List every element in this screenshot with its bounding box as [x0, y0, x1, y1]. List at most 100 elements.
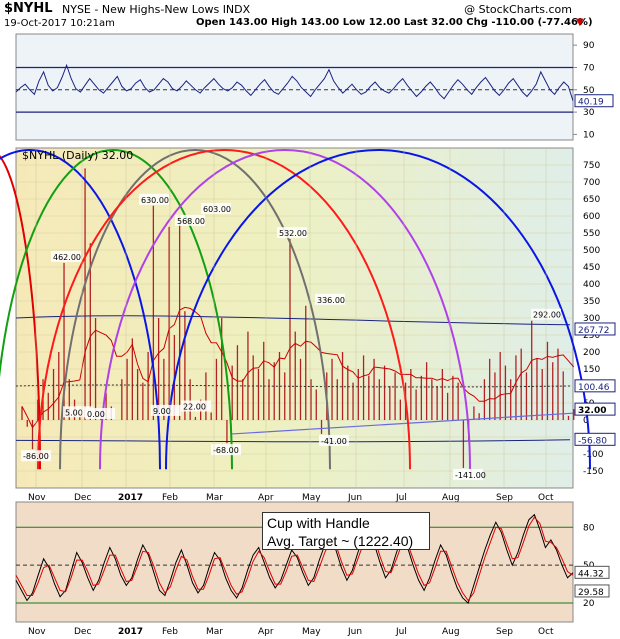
- osc-x-label: Oct: [538, 627, 554, 637]
- main-tick-label: -150: [583, 467, 604, 477]
- osc-x-label: Aug: [442, 627, 460, 637]
- rsi-tick-label: 90: [583, 41, 595, 51]
- main-tick-label: 0: [583, 416, 589, 426]
- main-tick-label: 300: [583, 314, 600, 324]
- main-tick-label: 500: [583, 246, 600, 256]
- main-x-label: 2017: [118, 493, 143, 503]
- data-label-bg: [315, 293, 345, 305]
- osc-tick-label: 80: [583, 523, 595, 533]
- cycle-arc-green: [0, 149, 233, 470]
- main-panel-label: $NYHL (Daily) 32.00: [22, 149, 134, 162]
- price-label: 100.46: [578, 383, 610, 393]
- main-x-label: Apr: [258, 493, 274, 503]
- data-label: 9.00: [153, 407, 171, 416]
- data-label-bg: [319, 434, 349, 446]
- rsi-tick-label: 10: [583, 130, 595, 140]
- osc-line: [15, 513, 574, 605]
- price-label-box: [574, 432, 616, 446]
- osc-x-label: May: [302, 627, 321, 637]
- main-tick-label: 250: [583, 331, 600, 341]
- main-tick-label: 600: [583, 212, 600, 222]
- osc-x-label: Feb: [162, 627, 178, 637]
- main-x-label: Jul: [395, 493, 407, 503]
- main-tick-label: 200: [583, 348, 600, 358]
- rsi-tick-label: 50: [583, 86, 595, 96]
- osc-x-label: Sep: [496, 627, 513, 637]
- data-label: -141.00: [455, 471, 486, 480]
- cycle-arc-blue-2: [165, 149, 591, 470]
- data-label: 462.00: [53, 253, 81, 262]
- annotation-line-1: Cup with Handle: [267, 515, 370, 531]
- brand-label: @ StockCharts.com: [464, 3, 572, 16]
- cycle-arc-violet: [99, 149, 471, 470]
- price-label-box: [574, 402, 616, 416]
- osc-last-box: [574, 584, 610, 598]
- rsi-line: [15, 63, 574, 102]
- price-label: -56.80: [578, 436, 607, 446]
- chart-symbol: $NYHL: [4, 1, 53, 16]
- price-label-box: [574, 322, 616, 336]
- data-label-bg: [453, 468, 483, 480]
- main-tick-label: 550: [583, 229, 600, 239]
- chart-name: NYSE - New Highs-New Lows INDX: [62, 3, 251, 16]
- upper-envelope-line: [15, 315, 571, 326]
- osc-last-value: 29.58: [578, 588, 604, 598]
- main-x-label: Jun: [347, 493, 362, 503]
- osc-last-value: 44.32: [578, 569, 604, 579]
- timestamp: 19-Oct-2017 10:21am: [4, 18, 115, 29]
- rsi-tick-label: 70: [583, 63, 595, 73]
- cup-handle-annotation: Cup with Handle Avg. Target ~ (1222.40): [262, 512, 430, 550]
- main-tick-label: 350: [583, 297, 600, 307]
- data-label: 5.00: [65, 408, 83, 417]
- data-label-bg: [181, 400, 211, 412]
- main-tick-label: 450: [583, 263, 600, 273]
- osc-x-label: Jun: [347, 627, 362, 637]
- osc-x-label: Mar: [206, 627, 223, 637]
- main-x-label: Oct: [538, 493, 554, 503]
- osc-x-label: Dec: [74, 627, 91, 637]
- data-label-bg: [139, 193, 169, 205]
- cycle-arc-red-2: [37, 149, 411, 470]
- osc-tick-label: 20: [583, 599, 595, 609]
- data-label: 630.00: [141, 196, 169, 205]
- cycle-arc-red-1: [0, 154, 41, 470]
- main-tick-label: -100: [583, 450, 604, 460]
- data-label: 532.00: [279, 229, 307, 238]
- main-x-label: Mar: [206, 493, 223, 503]
- data-label-bg: [201, 202, 231, 214]
- data-label: 336.00: [317, 296, 345, 305]
- main-tick-label: 650: [583, 195, 600, 205]
- main-x-label: Feb: [162, 493, 178, 503]
- data-label: -41.00: [321, 437, 347, 446]
- data-label-bg: [151, 404, 181, 416]
- data-label-bg: [277, 227, 307, 239]
- main-x-label: Aug: [442, 493, 460, 503]
- osc-signal-line: [15, 516, 574, 602]
- data-label: 22.00: [183, 403, 206, 412]
- lower-envelope-line: [15, 439, 571, 443]
- data-label: 568.00: [177, 217, 205, 226]
- data-label-bg: [63, 406, 93, 418]
- main-x-label: Nov: [28, 493, 46, 503]
- price-label-box: [574, 379, 616, 393]
- price-label: 32.00: [578, 406, 606, 416]
- rsi-last-box: [574, 94, 614, 108]
- data-label: -68.00: [213, 446, 239, 455]
- main-x-label: Sep: [496, 493, 513, 503]
- data-label: 0.00: [87, 410, 105, 419]
- data-label-bg: [51, 250, 81, 262]
- main-x-label: May: [302, 493, 321, 503]
- price-label: 267.72: [578, 326, 610, 336]
- osc-last-box: [574, 565, 610, 579]
- rsi-tick-label: 30: [583, 108, 595, 118]
- ohlc-readout: Open 143.00 High 143.00 Low 12.00 Last 3…: [196, 17, 593, 28]
- change-arrow-icon: ▼: [576, 17, 584, 28]
- support-trendline: [231, 412, 574, 435]
- data-label-bg: [175, 214, 205, 226]
- main-x-label: Dec: [74, 493, 91, 503]
- data-label-bg: [85, 408, 115, 419]
- osc-x-label: 2017: [118, 627, 143, 637]
- rsi-last-value: 40.19: [578, 98, 604, 108]
- data-label-bg: [211, 444, 241, 456]
